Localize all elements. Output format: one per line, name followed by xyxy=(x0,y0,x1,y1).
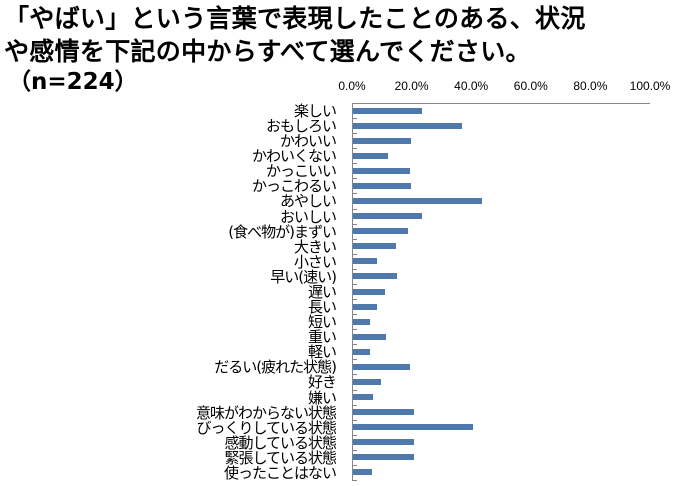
x-tick-label: 20.0% xyxy=(394,79,429,93)
category-label: かわいい xyxy=(279,132,337,151)
category-label: おもしろい xyxy=(265,117,337,136)
category-label: 小さい xyxy=(293,252,337,271)
bar xyxy=(353,304,377,310)
x-tick-label: 0.0% xyxy=(338,79,366,93)
category-label: 使ったことはない xyxy=(223,463,337,482)
bar xyxy=(353,183,412,189)
category-label: 短い xyxy=(307,313,337,332)
category-tick xyxy=(352,374,357,375)
category-tick xyxy=(352,480,357,481)
category-tick xyxy=(352,435,357,436)
category-tick xyxy=(352,284,357,285)
category-label: 大きい xyxy=(293,237,337,256)
category-label: 好き xyxy=(307,373,337,392)
category-label: 感動している状態 xyxy=(224,433,337,452)
category-tick xyxy=(352,359,357,360)
category-label: 楽しい xyxy=(293,102,337,120)
bar xyxy=(353,334,387,340)
category-label: 軽い xyxy=(307,343,337,362)
category-label: おいしい xyxy=(279,207,337,226)
category-tick xyxy=(352,163,357,164)
bar xyxy=(353,364,411,370)
bar xyxy=(353,258,377,264)
y-axis-line xyxy=(352,103,353,480)
category-tick xyxy=(352,178,357,179)
x-tick-label: 100.0% xyxy=(629,79,671,93)
plot-area xyxy=(352,103,650,481)
bar xyxy=(353,424,473,430)
category-tick xyxy=(352,224,357,225)
category-label: 早い(速い) xyxy=(270,267,337,286)
bar xyxy=(353,243,396,249)
category-label: びっくりしている状態 xyxy=(196,418,337,437)
chart-title-line-1: 「やばい」という言葉で表現したことのある、状況 xyxy=(4,4,586,33)
category-tick xyxy=(352,405,357,406)
bar xyxy=(353,153,388,159)
category-tick xyxy=(352,299,357,300)
category-label: 嫌い xyxy=(307,388,337,407)
category-tick xyxy=(352,148,357,149)
category-tick xyxy=(352,239,357,240)
category-tick xyxy=(352,329,357,330)
bar xyxy=(353,454,415,460)
category-label: 重い xyxy=(307,328,337,347)
category-tick xyxy=(352,118,357,119)
bar xyxy=(353,198,483,204)
bar xyxy=(353,289,385,295)
category-tick xyxy=(352,314,357,315)
bar xyxy=(353,379,381,385)
category-tick xyxy=(352,193,357,194)
category-tick xyxy=(352,103,357,104)
bar xyxy=(353,213,423,219)
category-label: 長い xyxy=(307,298,337,317)
bar xyxy=(353,168,411,174)
x-axis-line xyxy=(352,103,650,104)
chart-title: 「やばい」という言葉で表現したことのある、状況 や感情を下記の中からすべて選んで… xyxy=(4,2,586,68)
category-label: かわいくない xyxy=(251,147,337,166)
bar xyxy=(353,273,397,279)
bar xyxy=(353,228,408,234)
category-label: 意味がわからない状態 xyxy=(195,403,337,422)
category-tick xyxy=(352,344,357,345)
category-label: だるい(疲れた状態) xyxy=(214,358,337,377)
category-tick xyxy=(352,209,357,210)
x-tick-label: 40.0% xyxy=(454,79,489,93)
bar xyxy=(353,108,423,114)
category-label: かっこいい xyxy=(265,162,337,181)
chart-title-line-2: や感情を下記の中からすべて選んでください。 xyxy=(4,37,531,66)
bar xyxy=(353,349,371,355)
category-tick xyxy=(352,133,357,134)
category-tick xyxy=(352,390,357,391)
category-tick xyxy=(352,450,357,451)
category-label: 緊張している状態 xyxy=(224,448,337,467)
bar xyxy=(353,138,412,144)
category-tick xyxy=(352,269,357,270)
x-tick-label: 60.0% xyxy=(513,79,548,93)
bar xyxy=(353,469,372,475)
bar xyxy=(353,409,415,415)
bar xyxy=(353,394,373,400)
category-label: 遅い xyxy=(307,282,337,301)
bar xyxy=(353,123,463,129)
bar xyxy=(353,319,371,325)
bar xyxy=(353,439,415,445)
x-tick-label: 80.0% xyxy=(573,79,608,93)
category-label: あやしい xyxy=(279,192,337,211)
category-label: (食べ物が)まずい xyxy=(228,222,337,241)
category-tick xyxy=(352,254,357,255)
category-label: かっこわるい xyxy=(251,177,337,196)
sample-size-label: （n=224） xyxy=(8,69,138,95)
category-tick xyxy=(352,420,357,421)
category-tick xyxy=(352,465,357,466)
